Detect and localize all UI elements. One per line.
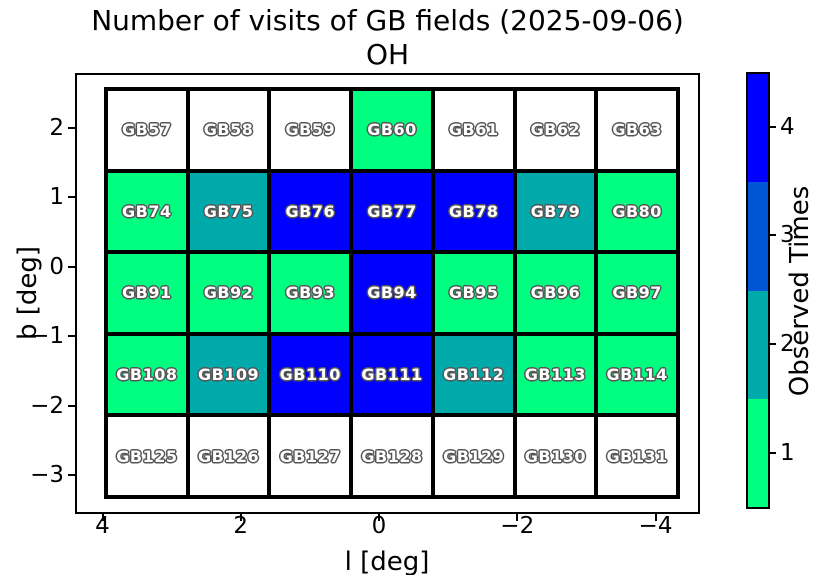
field-cell-gb80: GB80 [598,172,676,251]
field-cell-gb92: GB92 [189,254,268,332]
field-grid: GB57 GB58 GB59 GB60 GB61 GB62 GB63 GB74 GB75 GB76… [104,87,680,499]
y-tick-label: −3 [30,462,64,488]
colorbar-segment [748,398,768,507]
colorbar-label: Observed Times [785,185,815,397]
colorbar-tickmark [770,343,776,345]
x-tickmark [654,514,657,521]
x-tick-label: 4 [95,513,110,539]
field-cell-gb91: GB91 [108,254,186,332]
field-cell-gb75: GB75 [189,172,268,251]
colorbar-tick-label: 4 [780,113,795,140]
y-axis-label: b [deg] [13,245,43,341]
colorbar-tick-label: 1 [780,439,795,466]
field-cell-gb128: GB128 [353,417,431,495]
field-cell-gb131: GB131 [598,417,676,495]
y-tickmark [68,335,75,338]
x-tick-label: 0 [371,513,387,539]
y-tick-label: −1 [30,323,64,350]
colorbar-tickmark [770,125,776,128]
field-cell-gb127: GB127 [271,417,350,495]
field-cell-gb129: GB129 [434,417,513,495]
field-cell-gb109: GB109 [189,335,268,414]
x-axis-label: l [deg] [344,547,430,575]
x-tickmark [378,514,380,521]
field-cell-gb93: GB93 [271,254,350,332]
y-tick-label: −2 [30,392,64,419]
field-cell-gb76: GB76 [271,172,350,251]
field-cell-gb63: GB63 [598,91,676,169]
chart-title-line1: Number of visits of GB fields (2025-09-0… [91,4,684,37]
field-cell-gb60: GB60 [353,91,431,169]
field-cell-gb79: GB79 [516,172,595,251]
field-cell-gb94: GB94 [353,254,431,332]
field-cell-gb57: GB57 [108,91,186,169]
field-cell-gb97: GB97 [598,254,676,332]
field-cell-gb62: GB62 [516,91,595,169]
colorbar-tickmark [770,451,776,454]
y-tick-label: 1 [49,184,64,211]
field-cell-gb58: GB58 [189,91,268,169]
x-tick-label: −2 [500,513,535,539]
x-tickmark [239,514,242,521]
y-tickmark [68,196,75,199]
field-cell-gb74: GB74 [108,172,186,251]
colorbar-tick-label: 3 [780,222,795,249]
y-tickmark [68,404,75,407]
field-cell-gb61: GB61 [434,91,513,169]
field-cell-gb114: GB114 [598,335,676,414]
chart-title-line2: OH [365,38,410,71]
field-cell-gb110: GB110 [271,335,350,414]
field-cell-gb77: GB77 [353,172,431,251]
colorbar-segment [748,182,768,291]
colorbar [746,72,770,509]
colorbar-tickmark [770,234,776,237]
field-cell-gb96: GB96 [516,254,595,332]
y-tickmark [68,127,75,129]
y-tickmark [68,474,75,476]
field-cell-gb125: GB125 [108,417,186,495]
y-tick-label: 0 [49,253,64,280]
field-cell-gb111: GB111 [353,335,431,414]
x-tickmark [101,514,104,521]
field-cell-gb113: GB113 [516,335,595,414]
field-cell-gb112: GB112 [434,335,513,414]
x-tick-label: 2 [233,513,249,539]
field-cell-gb130: GB130 [516,417,595,495]
colorbar-segment [748,290,768,399]
field-cell-gb95: GB95 [434,254,513,332]
y-tickmark [68,265,75,268]
x-tickmark [516,514,519,521]
field-cell-gb108: GB108 [108,335,186,414]
y-tick-label: 2 [49,115,64,141]
field-cell-gb59: GB59 [271,91,350,169]
x-tick-label: −4 [638,513,673,539]
field-cell-gb78: GB78 [434,172,513,251]
colorbar-segment [748,74,768,183]
colorbar-tick-label: 2 [780,331,795,357]
chart-title: Number of visits of GB fields (2025-09-0… [75,4,700,72]
field-cell-gb126: GB126 [189,417,268,495]
